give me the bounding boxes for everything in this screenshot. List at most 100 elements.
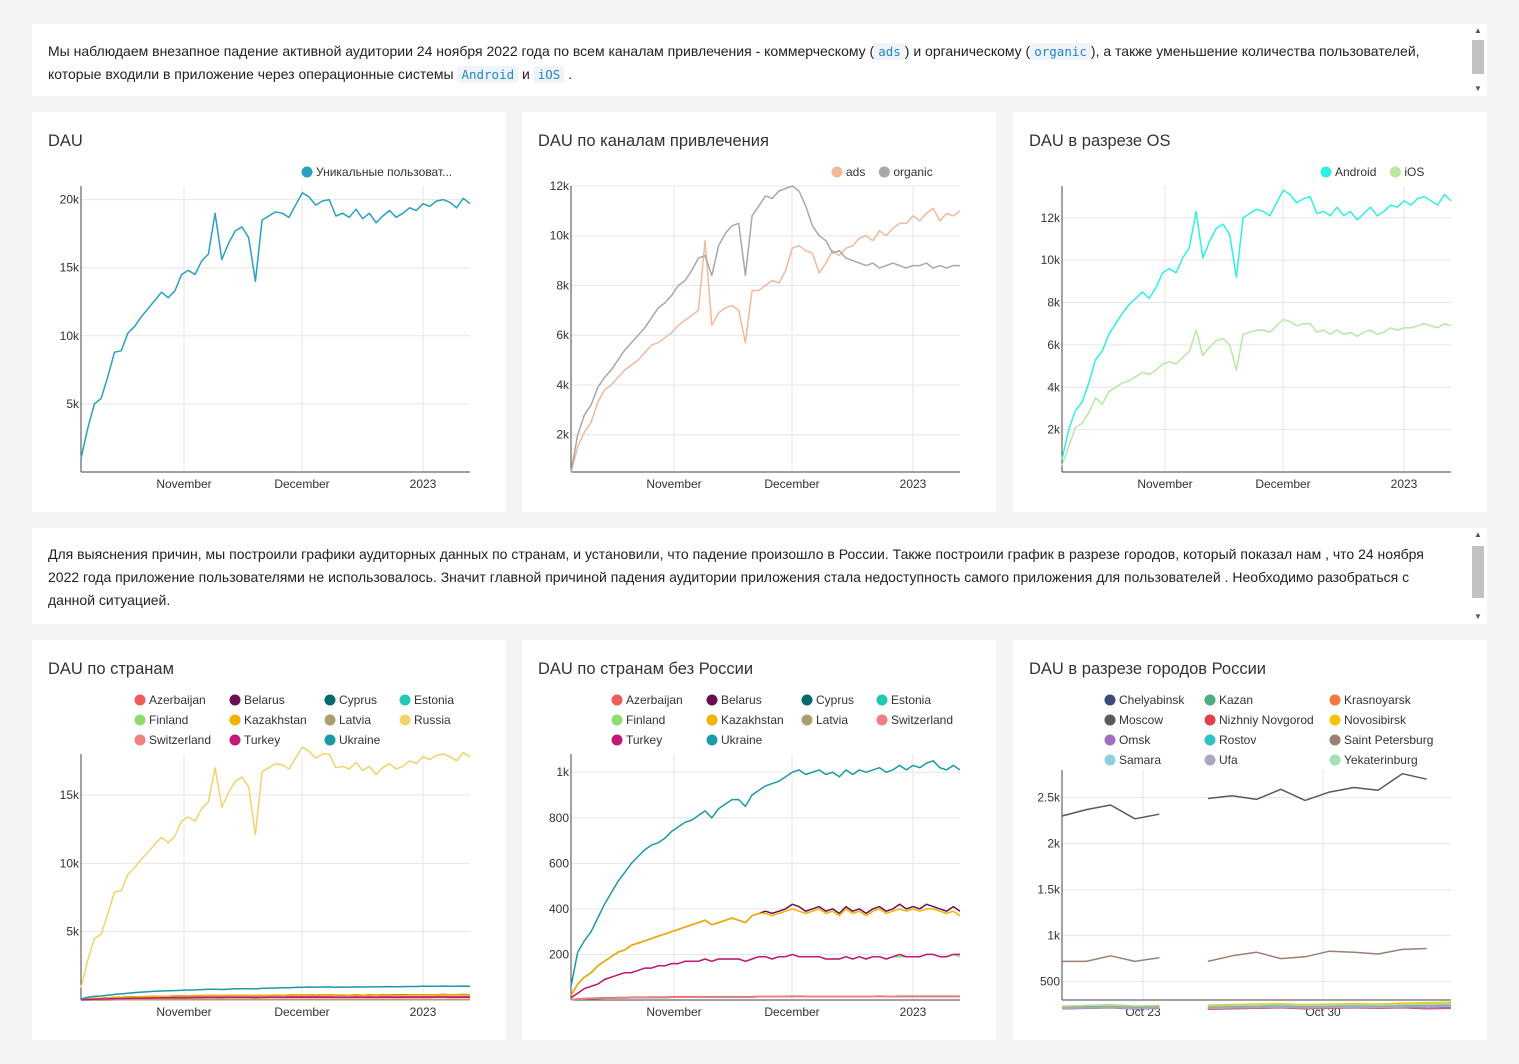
legend-label: Nizhniy Novgorod — [1219, 713, 1314, 727]
legend-swatch — [1329, 714, 1341, 726]
series-line-ukraine[interactable] — [80, 985, 471, 1000]
legend-item[interactable]: Turkey — [611, 733, 663, 747]
series-line-belarus[interactable] — [570, 903, 961, 996]
x-tick-label: December — [1255, 477, 1310, 491]
series-line-ios[interactable] — [1061, 318, 1452, 466]
y-tick-label: 12k — [550, 179, 570, 193]
legend-item[interactable]: Ufa — [1204, 753, 1239, 767]
y-tick-label: 8k — [1047, 296, 1061, 310]
legend-item[interactable]: Finland — [611, 713, 666, 727]
legend-swatch — [134, 714, 146, 726]
legend-item[interactable]: Switzerland — [876, 713, 954, 727]
series-line-moscow[interactable] — [1061, 772, 1427, 820]
legend-item[interactable]: Rostov — [1204, 733, 1257, 747]
series-line-ads[interactable] — [570, 207, 961, 473]
legend-item[interactable]: Novosibirsk — [1329, 713, 1408, 727]
legend-label: Kazakhstan — [244, 713, 307, 727]
legend-swatch — [611, 714, 623, 726]
legend-item[interactable]: Omsk — [1104, 733, 1152, 747]
chart-dau-countries-no-russia[interactable]: November December 2023 200 400 600 800 1k Azerba… — [522, 640, 996, 1040]
legend-item[interactable]: Estonia — [876, 693, 932, 707]
scroll-thumb[interactable] — [1472, 40, 1484, 74]
legend-swatch — [1104, 754, 1116, 766]
legend-item[interactable]: Ukraine — [706, 733, 763, 747]
legend-item[interactable]: Latvia — [324, 713, 372, 727]
legend-item[interactable]: Turkey — [229, 733, 281, 747]
legend-item[interactable]: Уникальные пользоват... — [301, 165, 453, 179]
legend-swatch — [1329, 754, 1341, 766]
scroll-down-icon[interactable]: ▼ — [1474, 84, 1482, 93]
legend-item[interactable]: Belarus — [706, 693, 762, 707]
insight-text-2: Для выяснения причин, мы построили графи… — [32, 528, 1487, 624]
legend-item[interactable]: Chelyabinsk — [1104, 693, 1186, 707]
chart-dau[interactable]: November December 2023 5k 10k 15k 20k Уникальны… — [32, 112, 506, 512]
legend-item[interactable]: Samara — [1104, 753, 1162, 767]
series-line-finland[interactable] — [570, 953, 961, 999]
legend-item[interactable]: Russia — [399, 713, 452, 727]
legend-swatch — [301, 166, 313, 178]
legend-item[interactable]: Krasnoyarsk — [1329, 693, 1412, 707]
legend-item[interactable]: Azerbaijan — [611, 693, 683, 707]
series-line-saint-petersburg[interactable] — [1062, 947, 1427, 963]
legend-item[interactable]: Kazan — [1204, 693, 1254, 707]
legend-item[interactable]: Cyprus — [324, 693, 378, 707]
scroll-up-icon[interactable]: ▲ — [1474, 26, 1482, 35]
legend-swatch — [1204, 734, 1216, 746]
insight-text-1-part: Мы наблюдаем внезапное падение активной … — [48, 43, 875, 59]
legend-item[interactable]: Nizhniy Novgorod — [1204, 713, 1314, 727]
y-tick-label: 1k — [1047, 929, 1061, 943]
scrollbar[interactable]: ▲ ▼ — [1471, 528, 1485, 624]
legend-item[interactable]: Kazakhstan — [706, 713, 784, 727]
legend-swatch — [399, 714, 411, 726]
scroll-thumb[interactable] — [1472, 546, 1484, 598]
legend-label: Moscow — [1119, 713, 1163, 727]
legend-swatch — [1320, 166, 1332, 178]
series-line-уникальные-пользоват-[interactable] — [80, 192, 471, 459]
series-line-kazakhstan[interactable] — [80, 994, 471, 1001]
legend-item[interactable]: Kazakhstan — [229, 713, 307, 727]
scroll-down-icon[interactable]: ▼ — [1474, 612, 1482, 621]
series-line-android[interactable] — [1061, 189, 1452, 460]
legend-item[interactable]: Saint Petersburg — [1329, 733, 1434, 747]
chart-dau-countries[interactable]: November December 2023 5k 10k 15k Azerbaijan Be… — [32, 640, 506, 1040]
series-line-kazakhstan[interactable] — [570, 908, 961, 996]
chart-title: DAU по странам без России — [538, 660, 754, 678]
legend-item[interactable]: Ukraine — [324, 733, 381, 747]
legend-item[interactable]: organic — [878, 165, 933, 179]
chart-dau-channels[interactable]: November December 2023 2k 4k 6k 8k 10k 12k ads org… — [522, 112, 996, 512]
chart-card-dau-channels: DAU по каналам привлечения November Decem… — [522, 112, 996, 512]
legend-swatch — [706, 714, 718, 726]
x-tick-label: November — [156, 1005, 211, 1019]
legend-item[interactable]: Android — [1320, 165, 1377, 179]
legend-item[interactable]: Azerbaijan — [134, 693, 206, 707]
series-line-turkey[interactable] — [80, 996, 471, 1001]
scrollbar[interactable]: ▲ ▼ — [1471, 24, 1485, 96]
y-tick-label: 2k — [1047, 837, 1061, 851]
legend-swatch — [801, 714, 813, 726]
scroll-up-icon[interactable]: ▲ — [1474, 530, 1482, 539]
legend-item[interactable]: Cyprus — [801, 693, 855, 707]
legend-item[interactable]: ads — [831, 165, 866, 179]
series-line-ufa[interactable] — [1061, 1005, 1452, 1010]
legend-item[interactable]: Belarus — [229, 693, 285, 707]
legend-swatch — [1204, 754, 1216, 766]
y-tick-label: 12k — [1041, 211, 1061, 225]
series-line-yekaterinburg[interactable] — [1061, 1002, 1452, 1007]
series-line-ukraine[interactable] — [570, 760, 961, 987]
legend-item[interactable]: Latvia — [801, 713, 849, 727]
chart-dau-os[interactable]: November December 2023 2k 4k 6k 8k 10k 12k Androi… — [1013, 112, 1487, 512]
legend-item[interactable]: Moscow — [1104, 713, 1164, 727]
series-line-turkey[interactable] — [570, 953, 960, 999]
series-line-russia[interactable] — [80, 746, 471, 988]
legend-item[interactable]: Estonia — [399, 693, 455, 707]
legend-label: Novosibirsk — [1344, 713, 1407, 727]
series-line-switzerland[interactable] — [570, 995, 960, 1001]
legend-item[interactable]: Yekaterinburg — [1329, 753, 1418, 767]
legend-item[interactable]: Switzerland — [134, 733, 212, 747]
legend-label: Уникальные пользоват... — [316, 165, 452, 179]
legend-label: iOS — [1404, 165, 1424, 179]
series-line-organic[interactable] — [570, 185, 960, 473]
legend-item[interactable]: iOS — [1389, 165, 1425, 179]
legend-item[interactable]: Finland — [134, 713, 189, 727]
